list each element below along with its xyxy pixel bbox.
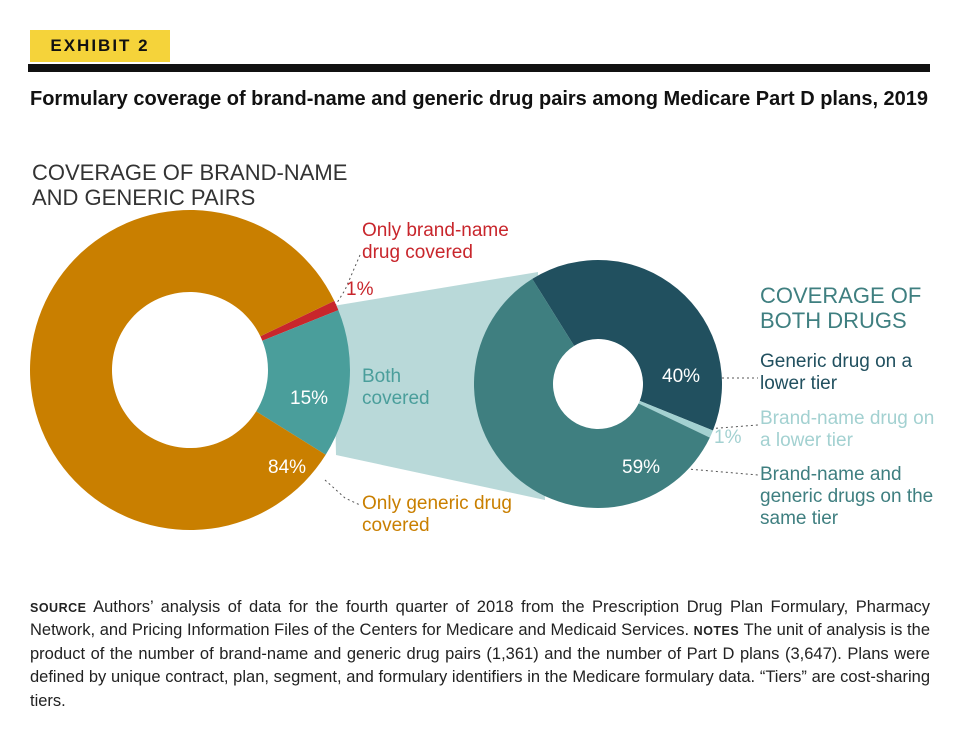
chart-title: Formulary coverage of brand-name and gen… — [30, 88, 929, 110]
donut-segment — [532, 260, 722, 431]
category-label: Generic drug on a lower tier — [760, 351, 913, 394]
value-label: 59% — [622, 457, 661, 478]
notes: The unit of analysis is the product of t… — [30, 621, 930, 710]
notes-label: NOTES — [693, 624, 740, 639]
category-label: Brand-name and generic drugs on the same… — [760, 464, 934, 529]
leader — [334, 254, 361, 307]
category-label: Brand-name drug on a lower tier — [760, 408, 935, 451]
value-label: 1% — [714, 427, 742, 448]
value-label: 84% — [268, 457, 307, 478]
value-label: 15% — [290, 388, 329, 409]
category-label: Both covered — [362, 366, 430, 409]
donut-segment — [474, 278, 710, 509]
category-label: Only generic drug covered — [362, 493, 512, 536]
donut-title: COVERAGE OF BOTH DRUGS — [760, 283, 922, 334]
donut-segment — [30, 210, 335, 530]
exhibit-label: EXHIBIT 2 — [30, 30, 170, 62]
leader — [675, 467, 759, 476]
donut-segment — [638, 400, 713, 438]
leader — [705, 424, 759, 430]
source-label: SOURCE — [30, 601, 87, 615]
donut-segment — [256, 310, 350, 455]
category-label: Only brand-name drug covered — [362, 220, 509, 263]
value-label: 1% — [346, 279, 374, 300]
footnote: SOURCE Authors’ analysis of data for the… — [30, 596, 930, 713]
leaders — [324, 254, 759, 506]
value-label: 40% — [662, 366, 701, 387]
donut-title: COVERAGE OF BRAND-NAME AND GENERIC PAIRS — [32, 160, 348, 211]
source: Authors’ analysis of data for the fourth… — [30, 598, 930, 640]
arcs — [30, 210, 722, 530]
donut-segment — [260, 300, 339, 341]
leader — [324, 479, 361, 506]
rule — [28, 64, 930, 72]
